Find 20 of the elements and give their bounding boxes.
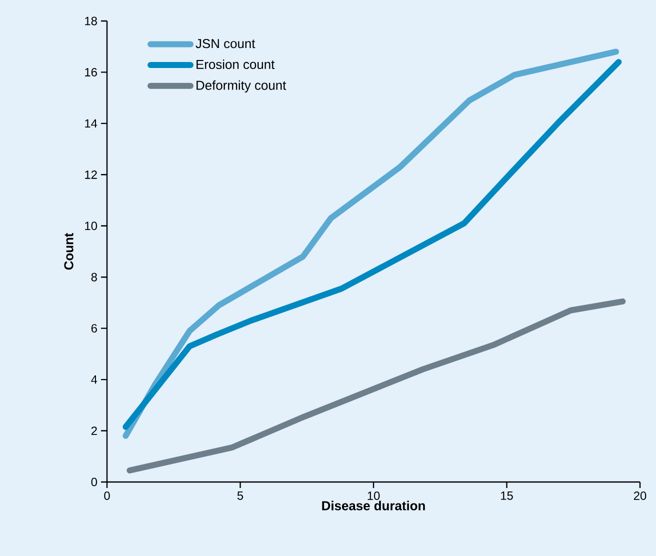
y-tick-label: 2 bbox=[91, 426, 97, 435]
y-tick-label: 10 bbox=[85, 222, 98, 230]
x-tick-label: 0 bbox=[104, 492, 110, 500]
legend-label: Deformity count bbox=[196, 80, 286, 92]
y-tick-label: 16 bbox=[85, 68, 97, 76]
y-tick-label: 8 bbox=[91, 272, 97, 282]
x-tick-label: 5 bbox=[237, 492, 244, 500]
y-tick-label: 6 bbox=[91, 324, 97, 333]
y-tick-label: 0 bbox=[91, 478, 98, 486]
legend-label: JSN count bbox=[196, 38, 256, 48]
legend-label: Erosion count bbox=[196, 60, 275, 70]
y-tick-label: 14 bbox=[85, 119, 98, 128]
y-tick-label: 18 bbox=[85, 16, 97, 26]
x-axis-title: Disease duration bbox=[322, 500, 425, 510]
y-tick-label: 4 bbox=[91, 375, 98, 384]
x-tick-label: 10 bbox=[368, 492, 380, 500]
y-axis-title: Count bbox=[64, 232, 74, 270]
x-tick-label: 15 bbox=[501, 492, 513, 500]
x-tick-label: 20 bbox=[634, 492, 646, 500]
y-tick-label: 12 bbox=[85, 170, 97, 179]
